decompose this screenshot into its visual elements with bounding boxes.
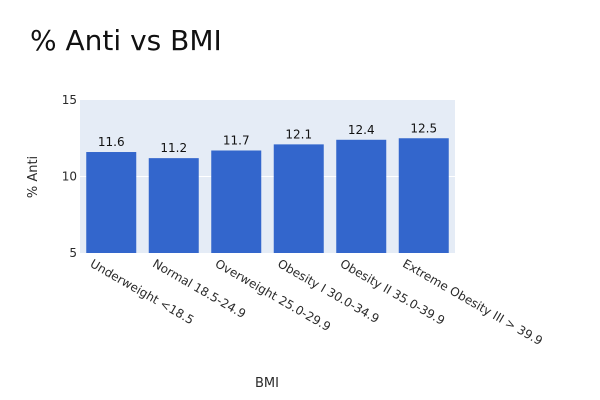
- data-label: 12.1: [285, 127, 312, 141]
- x-tick-label: Underweight <18.5: [88, 256, 197, 327]
- chart-title: % Anti vs BMI: [30, 24, 222, 57]
- data-labels: 11.6 11.2 11.7 12.1 12.4 12.5: [98, 121, 437, 155]
- data-label: 11.7: [223, 133, 250, 147]
- y-axis-title: % Anti: [26, 156, 41, 198]
- x-tick-label: Obesity II 35.0-39.9: [338, 256, 447, 327]
- x-tick-label: Overweight 25.0-29.9: [213, 256, 333, 334]
- bar: [273, 144, 324, 253]
- bar: [336, 139, 387, 253]
- x-tick-label: Obesity I 30.0-34.9: [275, 256, 381, 326]
- data-label: 12.4: [348, 123, 375, 137]
- bar: [148, 158, 199, 253]
- y-axis-ticks: 5 10 15: [62, 93, 77, 260]
- y-tick-label: 5: [69, 246, 77, 260]
- y-tick-label: 15: [62, 93, 77, 107]
- data-label: 11.2: [160, 141, 187, 155]
- bar: [398, 138, 449, 253]
- data-label: 12.5: [410, 121, 437, 135]
- data-label: 11.6: [98, 135, 125, 149]
- x-axis-title: BMI: [255, 376, 279, 391]
- bar: [86, 152, 137, 253]
- y-tick-label: 10: [62, 170, 77, 184]
- bars: [86, 138, 449, 253]
- bar: [211, 150, 262, 253]
